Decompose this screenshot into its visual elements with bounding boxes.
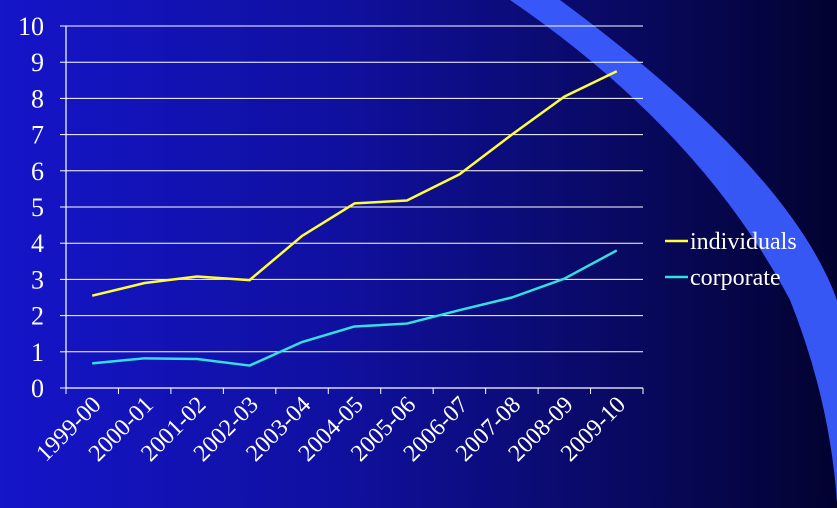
y-axis-tick-labels: 0 1 2 3 4 5 6 7 8 9 10 xyxy=(18,12,66,403)
x-axis-tick-labels: 1999-002000-012001-022002-032003-042004-… xyxy=(32,388,643,467)
y-tick-label: 5 xyxy=(31,193,44,222)
y-tick-label: 10 xyxy=(18,12,44,41)
series-line-corporate xyxy=(92,250,617,365)
y-tick-label: 1 xyxy=(31,338,44,367)
y-tick-label: 2 xyxy=(31,302,44,331)
y-tick-label: 0 xyxy=(31,374,44,403)
legend-label-individuals: individuals xyxy=(690,229,797,255)
legend-label-corporate: corporate xyxy=(690,265,781,291)
y-tick-label: 7 xyxy=(31,121,44,150)
y-tick-label: 6 xyxy=(31,157,44,186)
y-tick-label: 8 xyxy=(31,84,44,113)
y-tick-label: 3 xyxy=(31,265,44,294)
y-tick-label: 9 xyxy=(31,48,44,77)
series-line-individuals xyxy=(92,71,617,295)
grid-lines xyxy=(66,26,643,352)
y-tick-label: 4 xyxy=(31,229,44,258)
series-lines xyxy=(92,71,617,366)
